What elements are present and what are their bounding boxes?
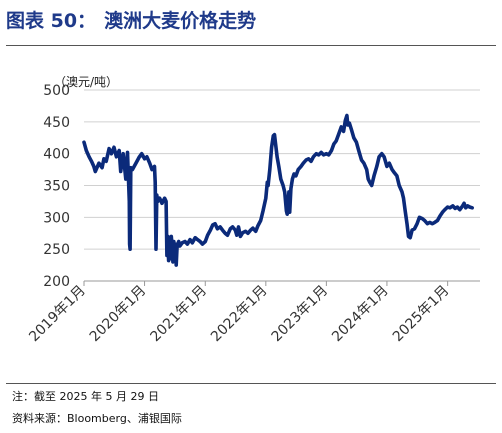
figure-label: 图表 50： bbox=[6, 9, 97, 32]
y-tick-label: 450 bbox=[43, 115, 70, 131]
x-tick-label: 2022年1月 bbox=[208, 283, 271, 346]
x-tick-label: 2024年1月 bbox=[329, 283, 392, 346]
y-tick-label: 250 bbox=[43, 242, 70, 258]
y-axis-unit-label: （澳元/吨） bbox=[54, 75, 118, 89]
figure-title: 澳洲大麦价格走势 bbox=[104, 9, 257, 32]
footer-divider bbox=[6, 383, 496, 384]
title-divider bbox=[6, 45, 496, 46]
y-tick-label: 300 bbox=[43, 210, 70, 226]
series-layer bbox=[82, 113, 474, 267]
grid-lines bbox=[84, 89, 480, 250]
y-axis: 200 250 300 350 400 450 500 bbox=[43, 83, 70, 290]
figure-header: 图表 50： 澳洲大麦价格走势 bbox=[6, 2, 496, 36]
x-axis: 2019年1月2020年1月2021年1月2022年1月2023年1月2024年… bbox=[26, 280, 480, 346]
y-tick-label: 350 bbox=[43, 179, 70, 195]
x-tick-label: 2019年1月 bbox=[26, 283, 89, 346]
x-tick-label: 2023年1月 bbox=[269, 283, 332, 346]
footnote-source: 资料来源：Bloomberg、浦银国际 bbox=[12, 412, 182, 425]
x-tick-label: 2025年1月 bbox=[390, 283, 453, 346]
y-tick-label: 200 bbox=[43, 274, 70, 290]
y-tick-label: 500 bbox=[43, 83, 70, 99]
footnote-date: 注：截至 2025 年 5 月 29 日 bbox=[12, 390, 159, 403]
y-tick-label: 400 bbox=[43, 147, 70, 163]
price-line-chart: 200 250 300 350 400 450 500 （澳元/吨） 2019年1月2020… bbox=[26, 75, 480, 346]
x-tick-label: 2021年1月 bbox=[147, 283, 210, 346]
price-series-line bbox=[82, 113, 474, 267]
x-tick-label: 2020年1月 bbox=[87, 283, 150, 346]
